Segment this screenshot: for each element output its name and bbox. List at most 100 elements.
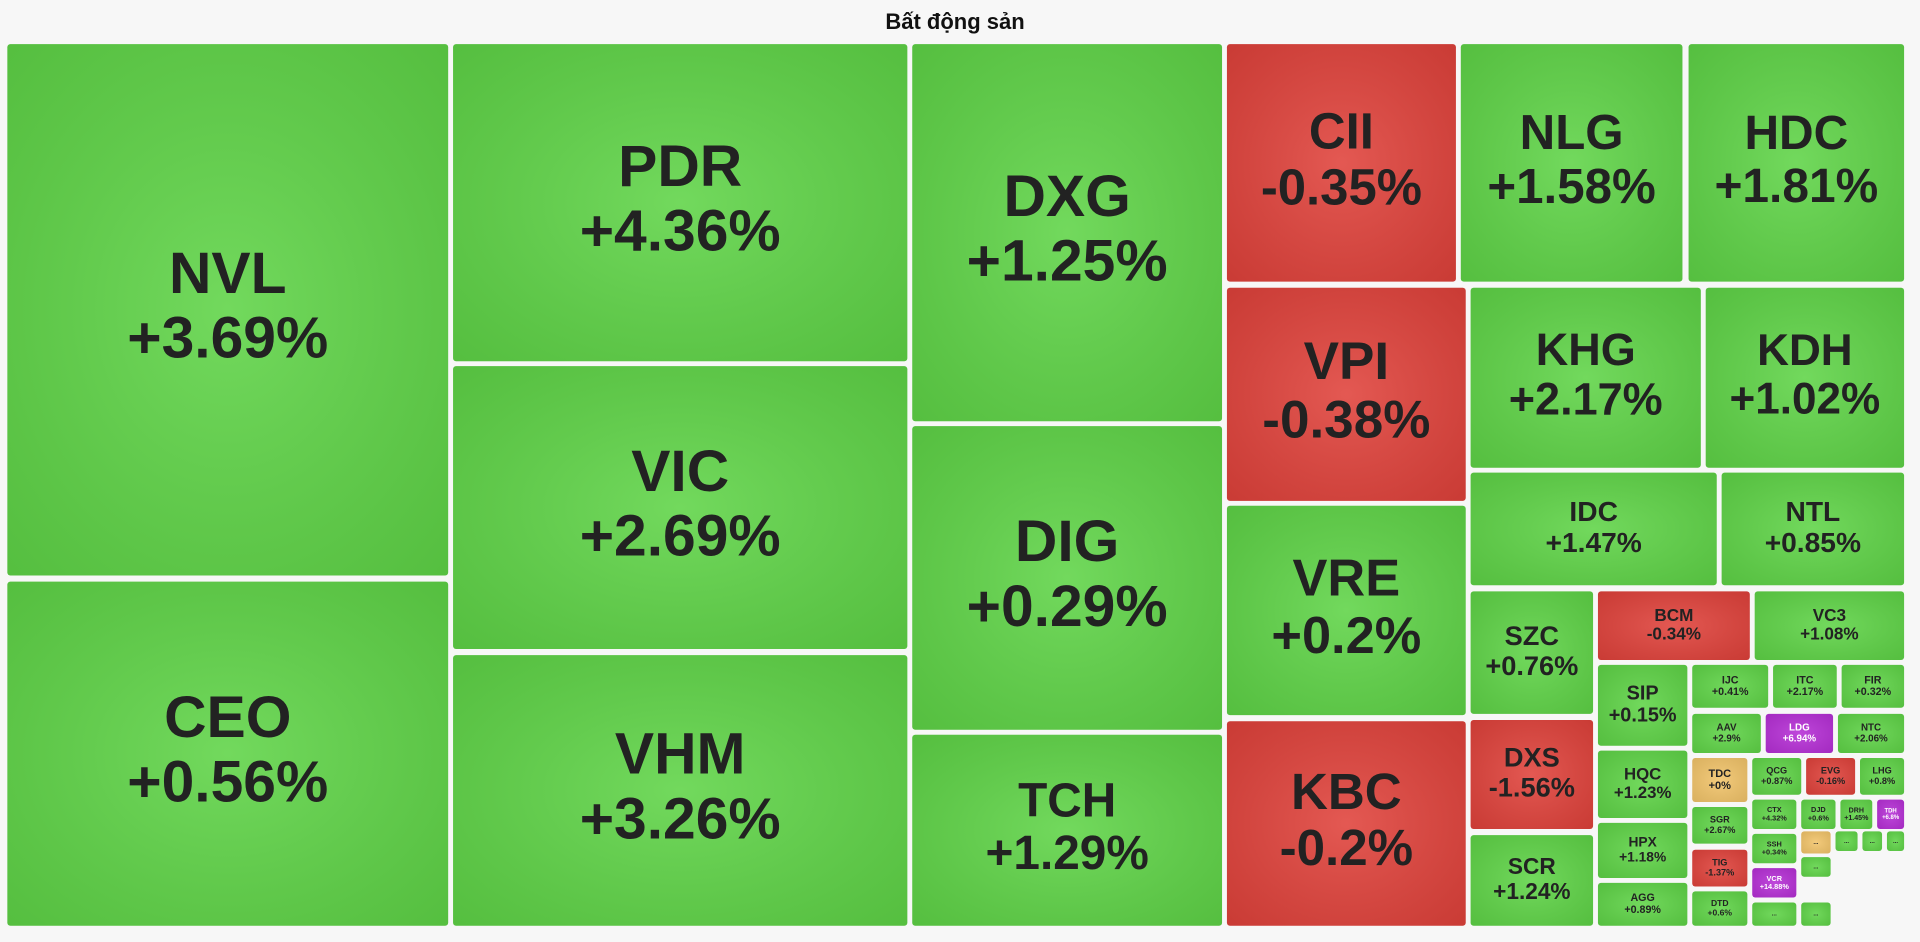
change-label: +1.08% <box>1800 624 1859 644</box>
tile-shade <box>1752 799 1797 829</box>
ticker: VHM <box>615 722 746 787</box>
ticker: DXG <box>1003 164 1130 229</box>
change-label: +2.67% <box>1704 825 1735 835</box>
ticker: IDC <box>1569 496 1618 527</box>
tile-shade <box>453 44 908 362</box>
ticker: NLG <box>1520 105 1624 160</box>
ticker: KHG <box>1536 324 1636 375</box>
ticker: SIP <box>1627 683 1659 705</box>
change-label: +3.26% <box>580 786 781 851</box>
tile-shade <box>1692 806 1748 844</box>
change-label: +2.69% <box>580 503 781 568</box>
tile-shade <box>912 44 1223 422</box>
tile-shade <box>453 366 908 649</box>
change-label: -1.37% <box>1705 868 1734 878</box>
ticker: LHG <box>1872 766 1891 776</box>
tile-shade <box>1752 833 1797 864</box>
change-label: +0.15% <box>1609 704 1677 726</box>
tile-shade <box>1692 891 1748 926</box>
ticker: AGG <box>1630 892 1654 904</box>
tile-shade <box>1692 757 1748 803</box>
change-label: +1.29% <box>986 827 1149 880</box>
change-label: +1.58% <box>1487 159 1655 214</box>
chart-title: Bất động sản <box>885 9 1024 34</box>
ticker: ... <box>1813 865 1818 871</box>
tile-shade <box>1860 757 1905 795</box>
tile-shade <box>1460 44 1683 282</box>
change-label: +14.88% <box>1760 882 1790 891</box>
change-label: +0.34% <box>1762 848 1788 857</box>
change-label: +1.24% <box>1493 878 1570 904</box>
tile-shade <box>1692 713 1761 754</box>
ticker: FIR <box>1864 674 1882 686</box>
change-label: +0.6% <box>1808 813 1829 822</box>
tile-shade <box>453 655 908 926</box>
tile-shade <box>1470 472 1717 586</box>
ticker: VRE <box>1293 549 1401 607</box>
change-label: +0.29% <box>967 574 1168 639</box>
change-label: +0.85% <box>1765 527 1861 558</box>
ticker: ... <box>1813 840 1818 846</box>
tile-shade <box>1597 591 1750 660</box>
ticker: KDH <box>1757 326 1853 375</box>
tile-shade <box>1773 664 1837 708</box>
ticker: NTL <box>1785 496 1840 527</box>
ticker: ... <box>1844 839 1849 845</box>
ticker: PDR <box>618 134 742 199</box>
tile-shade <box>1835 831 1858 852</box>
ticker: TDH <box>1884 809 1896 815</box>
change-label: +2.06% <box>1854 733 1888 744</box>
change-label: +0.6% <box>1708 908 1733 918</box>
change-label: +4.36% <box>580 199 781 264</box>
tile-shade <box>1226 44 1456 282</box>
tile-shade <box>1801 831 1831 854</box>
tile-shade <box>1801 902 1831 926</box>
ticker: LDG <box>1789 723 1810 734</box>
change-label: -0.16% <box>1816 776 1845 786</box>
ticker: QCG <box>1766 766 1787 776</box>
change-label: +3.69% <box>127 306 328 371</box>
change-label: +0.41% <box>1712 686 1749 698</box>
tile-shade <box>1597 822 1688 878</box>
ticker: ... <box>1893 839 1898 845</box>
ticker: HPX <box>1628 834 1657 849</box>
tile-shade <box>1597 750 1688 818</box>
tile-shade <box>1752 868 1797 898</box>
tile-shade <box>1470 287 1701 468</box>
tile-shade <box>1752 902 1797 926</box>
change-label: -0.35% <box>1261 158 1422 215</box>
change-label: +0% <box>1709 780 1732 792</box>
change-label: +2.9% <box>1713 733 1741 744</box>
tile-shade <box>1470 591 1594 714</box>
change-label: +2.17% <box>1787 686 1824 698</box>
tile-shade <box>1470 720 1594 829</box>
ticker: DTD <box>1711 898 1729 908</box>
tile-shade <box>1841 664 1905 708</box>
ticker: ... <box>1870 839 1875 845</box>
tile-shade <box>1801 799 1836 829</box>
ticker: KBC <box>1291 763 1402 820</box>
change-label: -0.2% <box>1280 819 1414 876</box>
tile-shade <box>1862 831 1883 852</box>
ticker: ... <box>1772 912 1777 918</box>
change-label: +1.45% <box>1844 815 1869 822</box>
tile-shade <box>1721 472 1905 586</box>
ticker: SCR <box>1508 853 1556 879</box>
tile-shade <box>1754 591 1905 660</box>
ticker: DIG <box>1015 509 1119 574</box>
ticker: NVL <box>169 241 287 306</box>
ticker: NTC <box>1861 723 1881 734</box>
ticker: CII <box>1309 102 1374 159</box>
change-label: +1.23% <box>1614 783 1672 802</box>
ticker: DXS <box>1504 742 1560 773</box>
change-label: +0.56% <box>127 750 328 815</box>
tile-shade <box>1705 287 1905 468</box>
change-label: +1.47% <box>1546 527 1642 558</box>
ticker: VC3 <box>1813 605 1846 625</box>
tile-shade <box>1226 721 1466 926</box>
ticker: VIC <box>631 439 729 504</box>
ticker: SZC <box>1505 620 1559 651</box>
tile-shade <box>7 581 449 926</box>
ticker: TDC <box>1708 768 1731 780</box>
